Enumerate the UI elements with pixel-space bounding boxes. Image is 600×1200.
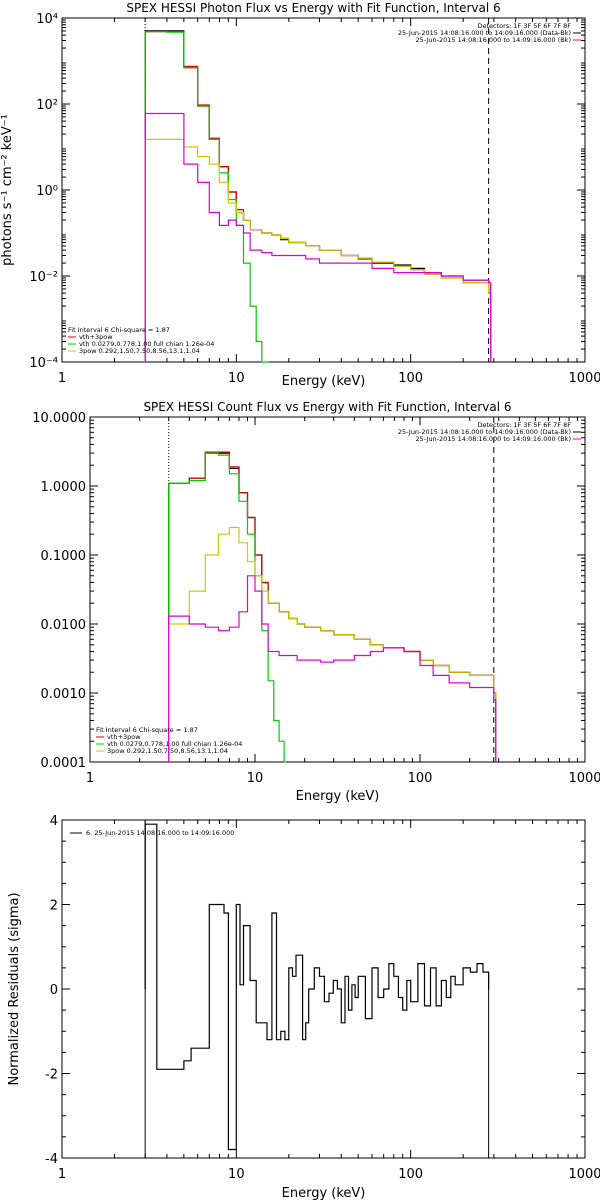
series-6-25-jun-2015-14-08-16-000-to-14-09-16-000 xyxy=(144,823,490,1151)
x-axis-label: Energy (keV) xyxy=(296,789,380,804)
legend-right-text: 25-Jun-2015 14:08:16.000 to 14:09:16.000… xyxy=(398,29,571,37)
x-tick-label: 1 xyxy=(86,771,94,786)
y-tick-label: 1.0000 xyxy=(41,480,87,495)
series-vth xyxy=(144,31,269,363)
y-tick-label: 0.0010 xyxy=(41,687,87,702)
x-tick-label: 1000 xyxy=(568,371,600,386)
legend-left-text: vth 0.0279,0.778,1.00 full chian 1.26e-0… xyxy=(107,740,242,748)
plot-frame xyxy=(61,819,586,1159)
series-vth-3pow xyxy=(144,31,492,362)
series-3pow xyxy=(144,138,492,362)
y-tick-label: 2 xyxy=(50,899,58,914)
y-tick-label: 10⁰ xyxy=(36,184,58,199)
legend-right-text: 25-Jun-2015 14:08:16.000 to 14:09:16.000… xyxy=(398,428,571,436)
legend-left-text: Fit Interval 6 Chi-square = 1.87 xyxy=(96,726,198,734)
y-tick-label: -4 xyxy=(45,1152,58,1167)
y-tick-label: 0.0100 xyxy=(41,618,87,633)
y-tick-label: 0.1000 xyxy=(41,549,87,564)
x-tick-label: 100 xyxy=(398,371,423,386)
legend-left-text: 3pow 0.292,1.50,7.50,8.56,13.1,1.04 xyxy=(79,347,200,355)
y-tick-label: 0 xyxy=(50,983,58,998)
y-tick-label: 10.0000 xyxy=(32,411,86,426)
x-tick-label: 1 xyxy=(58,371,66,386)
panel-2: SPEX HESSI Count Flux vs Energy with Fit… xyxy=(32,400,600,804)
series-bk xyxy=(168,575,497,762)
x-tick-label: 10 xyxy=(228,1167,245,1182)
legend-left-text: vth+3pow xyxy=(79,333,113,341)
legend-right-text: 25-Jun-2015 14:08:16.000 to 14:09:16.000… xyxy=(416,435,571,443)
x-tick-label: 100 xyxy=(408,771,433,786)
x-tick-label: 1000 xyxy=(568,771,600,786)
series-vth-3pow xyxy=(168,451,497,762)
x-tick-label: 100 xyxy=(398,1167,423,1182)
x-tick-label: 1 xyxy=(58,1167,66,1182)
panel-3: 1 10 100 1000 -4 -2 0 2 4 Energy (keV) Normalized … xyxy=(7,814,600,1200)
chart-title: SPEX HESSI Photon Flux vs Energy with Fi… xyxy=(126,1,500,15)
legend-left-text: vth+3pow xyxy=(107,733,141,741)
y-tick-label: 0.0001 xyxy=(41,756,87,771)
x-tick-label: 10 xyxy=(228,371,245,386)
y-tick-label: 4 xyxy=(50,814,58,829)
series-vth xyxy=(168,452,287,763)
legend-left-text: 3pow 0.292,1.50,7.50,8.56,13.1,1.04 xyxy=(107,747,228,755)
y-axis-label: Normalized Residuals (sigma) xyxy=(7,892,22,1085)
x-axis-label: Energy (keV) xyxy=(282,374,366,389)
legend-right-text: Detectors: 1F 3F 5F 6F 7F 8F xyxy=(477,22,571,30)
legend-text: 6. 25-Jun-2015 14:08:16.000 to 14:09:16.… xyxy=(86,829,234,837)
legend-right-text: 25-Jun-2015 14:08:16.000 to 14:09:16.000… xyxy=(416,36,571,44)
y-tick-label: 10⁻⁴ xyxy=(29,356,58,371)
plot-frame xyxy=(61,17,586,363)
chart-title: SPEX HESSI Count Flux vs Energy with Fit… xyxy=(143,400,511,414)
x-tick-label: 1000 xyxy=(568,1167,600,1182)
x-axis-label: Energy (keV) xyxy=(282,1186,366,1200)
series-data-bk xyxy=(168,452,497,762)
y-axis-label: photons s⁻¹ cm⁻² keV⁻¹ xyxy=(0,114,15,266)
series-bk xyxy=(144,112,492,362)
legend-left-text: vth 0.0279,0.778,1.00 full chian 1.26e-0… xyxy=(79,340,214,348)
x-tick-label: 10 xyxy=(247,771,264,786)
legend-right-text: Detectors: 1F 3F 5F 6F 7F 8F xyxy=(477,421,571,429)
y-tick-label: 10² xyxy=(36,98,58,113)
y-tick-label: -2 xyxy=(45,1068,58,1083)
plot-frame xyxy=(89,416,586,763)
legend-left-text: Fit Interval 6 Chi-square = 1.87 xyxy=(68,326,170,334)
y-tick-label: 10⁻² xyxy=(29,270,58,285)
y-tick-label: 10⁴ xyxy=(36,12,58,27)
panel-1: SPEX HESSI Photon Flux vs Energy with Fi… xyxy=(0,1,600,389)
series-data-bk xyxy=(144,30,492,362)
series-3pow xyxy=(168,526,497,762)
